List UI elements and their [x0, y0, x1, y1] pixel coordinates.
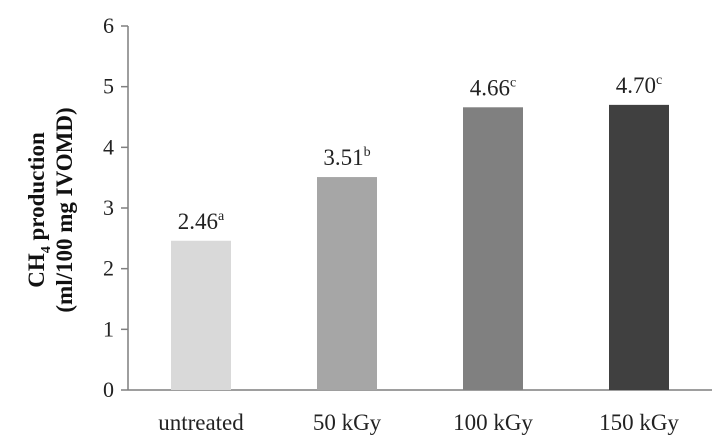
bars [171, 104, 669, 390]
y-tick-label: 2 [103, 256, 114, 281]
data-label: 2.46a [178, 209, 225, 234]
y-tick-label: 3 [103, 195, 114, 220]
category-labels: untreated 50 kGy 100 kGy 150 kGy [158, 410, 679, 435]
y-tick-label: 5 [103, 74, 114, 99]
y-tick-label: 4 [103, 134, 114, 159]
significance-letter: c [656, 73, 662, 88]
data-labels: 2.46a 3.51b 4.66c 4.70c [178, 73, 662, 234]
data-label: 4.70c [616, 73, 662, 98]
category-label: 150 kGy [599, 410, 679, 435]
y-axis-title: CH4 production (ml/100 mg IVOMD) [24, 107, 77, 312]
data-label: 4.66c [470, 75, 516, 100]
bar [171, 240, 231, 390]
bar [609, 104, 669, 390]
bar [317, 177, 377, 390]
data-label: 3.51b [323, 145, 370, 170]
y-axis-title-line1: CH4 production [24, 132, 54, 288]
y-tick-label: 0 [103, 377, 114, 402]
y-tick-label: 6 [103, 13, 114, 38]
y-tick-labels: 0 1 2 3 4 5 6 [103, 13, 114, 402]
y-axis-title-line2: (ml/100 mg IVOMD) [52, 107, 77, 312]
significance-letter: b [364, 145, 371, 160]
category-label: untreated [158, 410, 244, 435]
bar [463, 107, 523, 390]
y-tick-label: 1 [103, 316, 114, 341]
category-label: 100 kGy [453, 410, 533, 435]
category-label: 50 kGy [313, 410, 382, 435]
significance-letter: a [218, 209, 225, 224]
significance-letter: c [510, 75, 516, 90]
